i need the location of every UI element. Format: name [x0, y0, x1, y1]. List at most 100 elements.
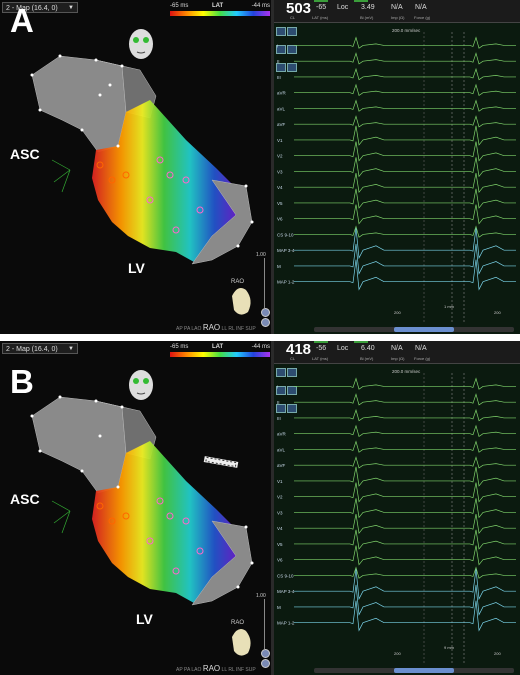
- scale-gradient-bar: [170, 11, 270, 16]
- lat-label: LAT (ms): [312, 356, 329, 361]
- view-btn-pa[interactable]: PA: [183, 326, 191, 332]
- lat-label: LAT (ms): [312, 15, 329, 20]
- channel-label: III: [277, 416, 281, 421]
- view-btn-pa[interactable]: PA: [183, 667, 191, 673]
- view-btn-rao[interactable]: RAO: [202, 664, 221, 673]
- channel-label: aVL: [277, 447, 286, 452]
- ecg-toolbar[interactable]: [276, 365, 306, 419]
- scroll-thumb[interactable]: [394, 327, 454, 332]
- loc-value: Loc: [337, 4, 349, 11]
- channel-label: V4: [277, 185, 283, 190]
- ecg-trace: [294, 584, 516, 616]
- zoom-out-button[interactable]: [261, 659, 270, 668]
- channel-label: V2: [277, 495, 283, 500]
- channel-label: MAP 1-2: [277, 621, 295, 626]
- lat-color-scale: -65 ms LAT -44 ms: [170, 344, 270, 358]
- view-btn-inf[interactable]: INF: [235, 667, 244, 673]
- view-btn-ap[interactable]: AP: [176, 667, 183, 673]
- zoom-out-button[interactable]: [261, 318, 270, 327]
- zoom-in-button[interactable]: [261, 308, 270, 317]
- ecg-trace: [294, 440, 516, 453]
- scroll-thumb[interactable]: [394, 668, 454, 673]
- channel-label: V1: [277, 479, 283, 484]
- ecg-tracings-pane: 503 CL -65 LAT (ms) Loc 3.49 Bi (mV) N/A…: [274, 0, 520, 334]
- horizontal-scrollbar[interactable]: [314, 668, 514, 673]
- view-btn-inf[interactable]: INF: [235, 326, 244, 332]
- view-btn-lao[interactable]: LAO: [191, 326, 202, 332]
- measurement-header: 418 CL -56 LAT (ms) Loc 6.40 Bi (mV) N/A…: [274, 341, 520, 364]
- view-btn-lao[interactable]: LAO: [191, 667, 202, 673]
- channel-label: II: [277, 59, 280, 64]
- zoom-in-button[interactable]: [261, 649, 270, 658]
- panel-a: 2 - Map (16.4, 0) ▼ -65 ms LAT -44 ms A: [0, 0, 520, 334]
- map-selector-dropdown[interactable]: 2 - Map (16.4, 0) ▼: [2, 343, 78, 354]
- ecg-trace: [294, 545, 516, 566]
- scale-title: LAT: [212, 3, 224, 9]
- measurement-header: 503 CL -65 LAT (ms) Loc 3.49 Bi (mV) N/A…: [274, 0, 520, 23]
- view-btn-ll[interactable]: LL: [221, 326, 227, 332]
- bi-value: 6.40: [361, 345, 375, 352]
- pane-divider[interactable]: [271, 341, 274, 675]
- channel-label: MAP 3-4: [277, 248, 295, 253]
- heart-map-3d: [30, 370, 254, 656]
- ecg-trace: [294, 498, 516, 519]
- imp-value: N/A: [391, 4, 403, 11]
- view-btn-rao[interactable]: RAO: [202, 323, 221, 332]
- ecg-trace: [294, 456, 516, 469]
- view-btn-ll[interactable]: LL: [221, 667, 227, 673]
- channel-label: V5: [277, 201, 283, 206]
- rao-orientation-heart-icon: [232, 288, 251, 315]
- scale-min: -65 ms: [170, 344, 189, 350]
- channel-label: aVR: [277, 91, 287, 96]
- channel-label: V1: [277, 138, 283, 143]
- lv-label: LV: [136, 611, 153, 627]
- orientation-face-icon: [129, 370, 153, 400]
- channel-label: III: [277, 75, 281, 80]
- pane-divider[interactable]: [271, 0, 274, 334]
- ecg-trace: [294, 377, 516, 390]
- imp-label: Imp (Ω): [391, 356, 405, 361]
- panel-b: 2 - Map (16.4, 0) ▼ -65 ms LAT -44 ms B: [0, 341, 520, 675]
- channel-label: I: [277, 43, 278, 48]
- channel-label: aVR: [277, 432, 287, 437]
- sweep-speed-label: 200.0 mm/sec: [392, 369, 421, 374]
- view-btn-sup[interactable]: SUP: [245, 667, 256, 673]
- orientation-face-icon: [129, 29, 153, 59]
- ecg-trace: [294, 115, 516, 128]
- asc-label: ASC: [10, 491, 40, 507]
- map-selector-dropdown[interactable]: 2 - Map (16.4, 0) ▼: [2, 2, 78, 13]
- channel-label: M: [277, 605, 281, 610]
- interval-marker: 200: [494, 310, 501, 315]
- electroanatomic-map-view[interactable]: 2 - Map (16.4, 0) ▼ -65 ms LAT -44 ms B: [0, 341, 271, 675]
- ecg-trace: [294, 99, 516, 112]
- view-btn-rl[interactable]: RL: [228, 326, 235, 332]
- ecg-trace: [294, 259, 516, 291]
- electroanatomic-map-view[interactable]: 2 - Map (16.4, 0) ▼ -65 ms LAT -44 ms A: [0, 0, 271, 334]
- scale-mini-label: 1 mm: [444, 304, 455, 309]
- channel-label: V5: [277, 542, 283, 547]
- ecg-trace: [294, 36, 516, 49]
- ecg-trace: [294, 424, 516, 438]
- ascending-aorta-mesh: [31, 55, 127, 153]
- ecg-toolbar[interactable]: [276, 24, 306, 78]
- zoom-slider[interactable]: 1.00: [256, 252, 270, 327]
- view-btn-sup[interactable]: SUP: [245, 326, 256, 332]
- map-selector-value: 2 - Map (16.4, 0): [6, 5, 58, 12]
- interval-marker: 200: [494, 651, 501, 656]
- view-btn-ap[interactable]: AP: [176, 326, 183, 332]
- ascending-aorta-mesh: [31, 396, 127, 494]
- channel-label: CS 9-10: [277, 573, 294, 578]
- lat-color-scale: -65 ms LAT -44 ms: [170, 3, 270, 17]
- ecg-trace: [294, 529, 516, 550]
- panel-letter: A: [10, 2, 34, 39]
- scale-min: -65 ms: [170, 3, 189, 9]
- ecg-trace: [294, 569, 516, 601]
- horizontal-scrollbar[interactable]: [314, 327, 514, 332]
- ecg-trace: [294, 566, 516, 579]
- sweep-speed-label: 200.0 mm/sec: [392, 28, 421, 33]
- view-btn-rl[interactable]: RL: [228, 667, 235, 673]
- heart-map-3d: [30, 29, 254, 315]
- scale-max: -44 ms: [251, 344, 270, 350]
- scale-gradient-bar: [170, 352, 270, 357]
- zoom-slider[interactable]: 1.00: [256, 593, 270, 668]
